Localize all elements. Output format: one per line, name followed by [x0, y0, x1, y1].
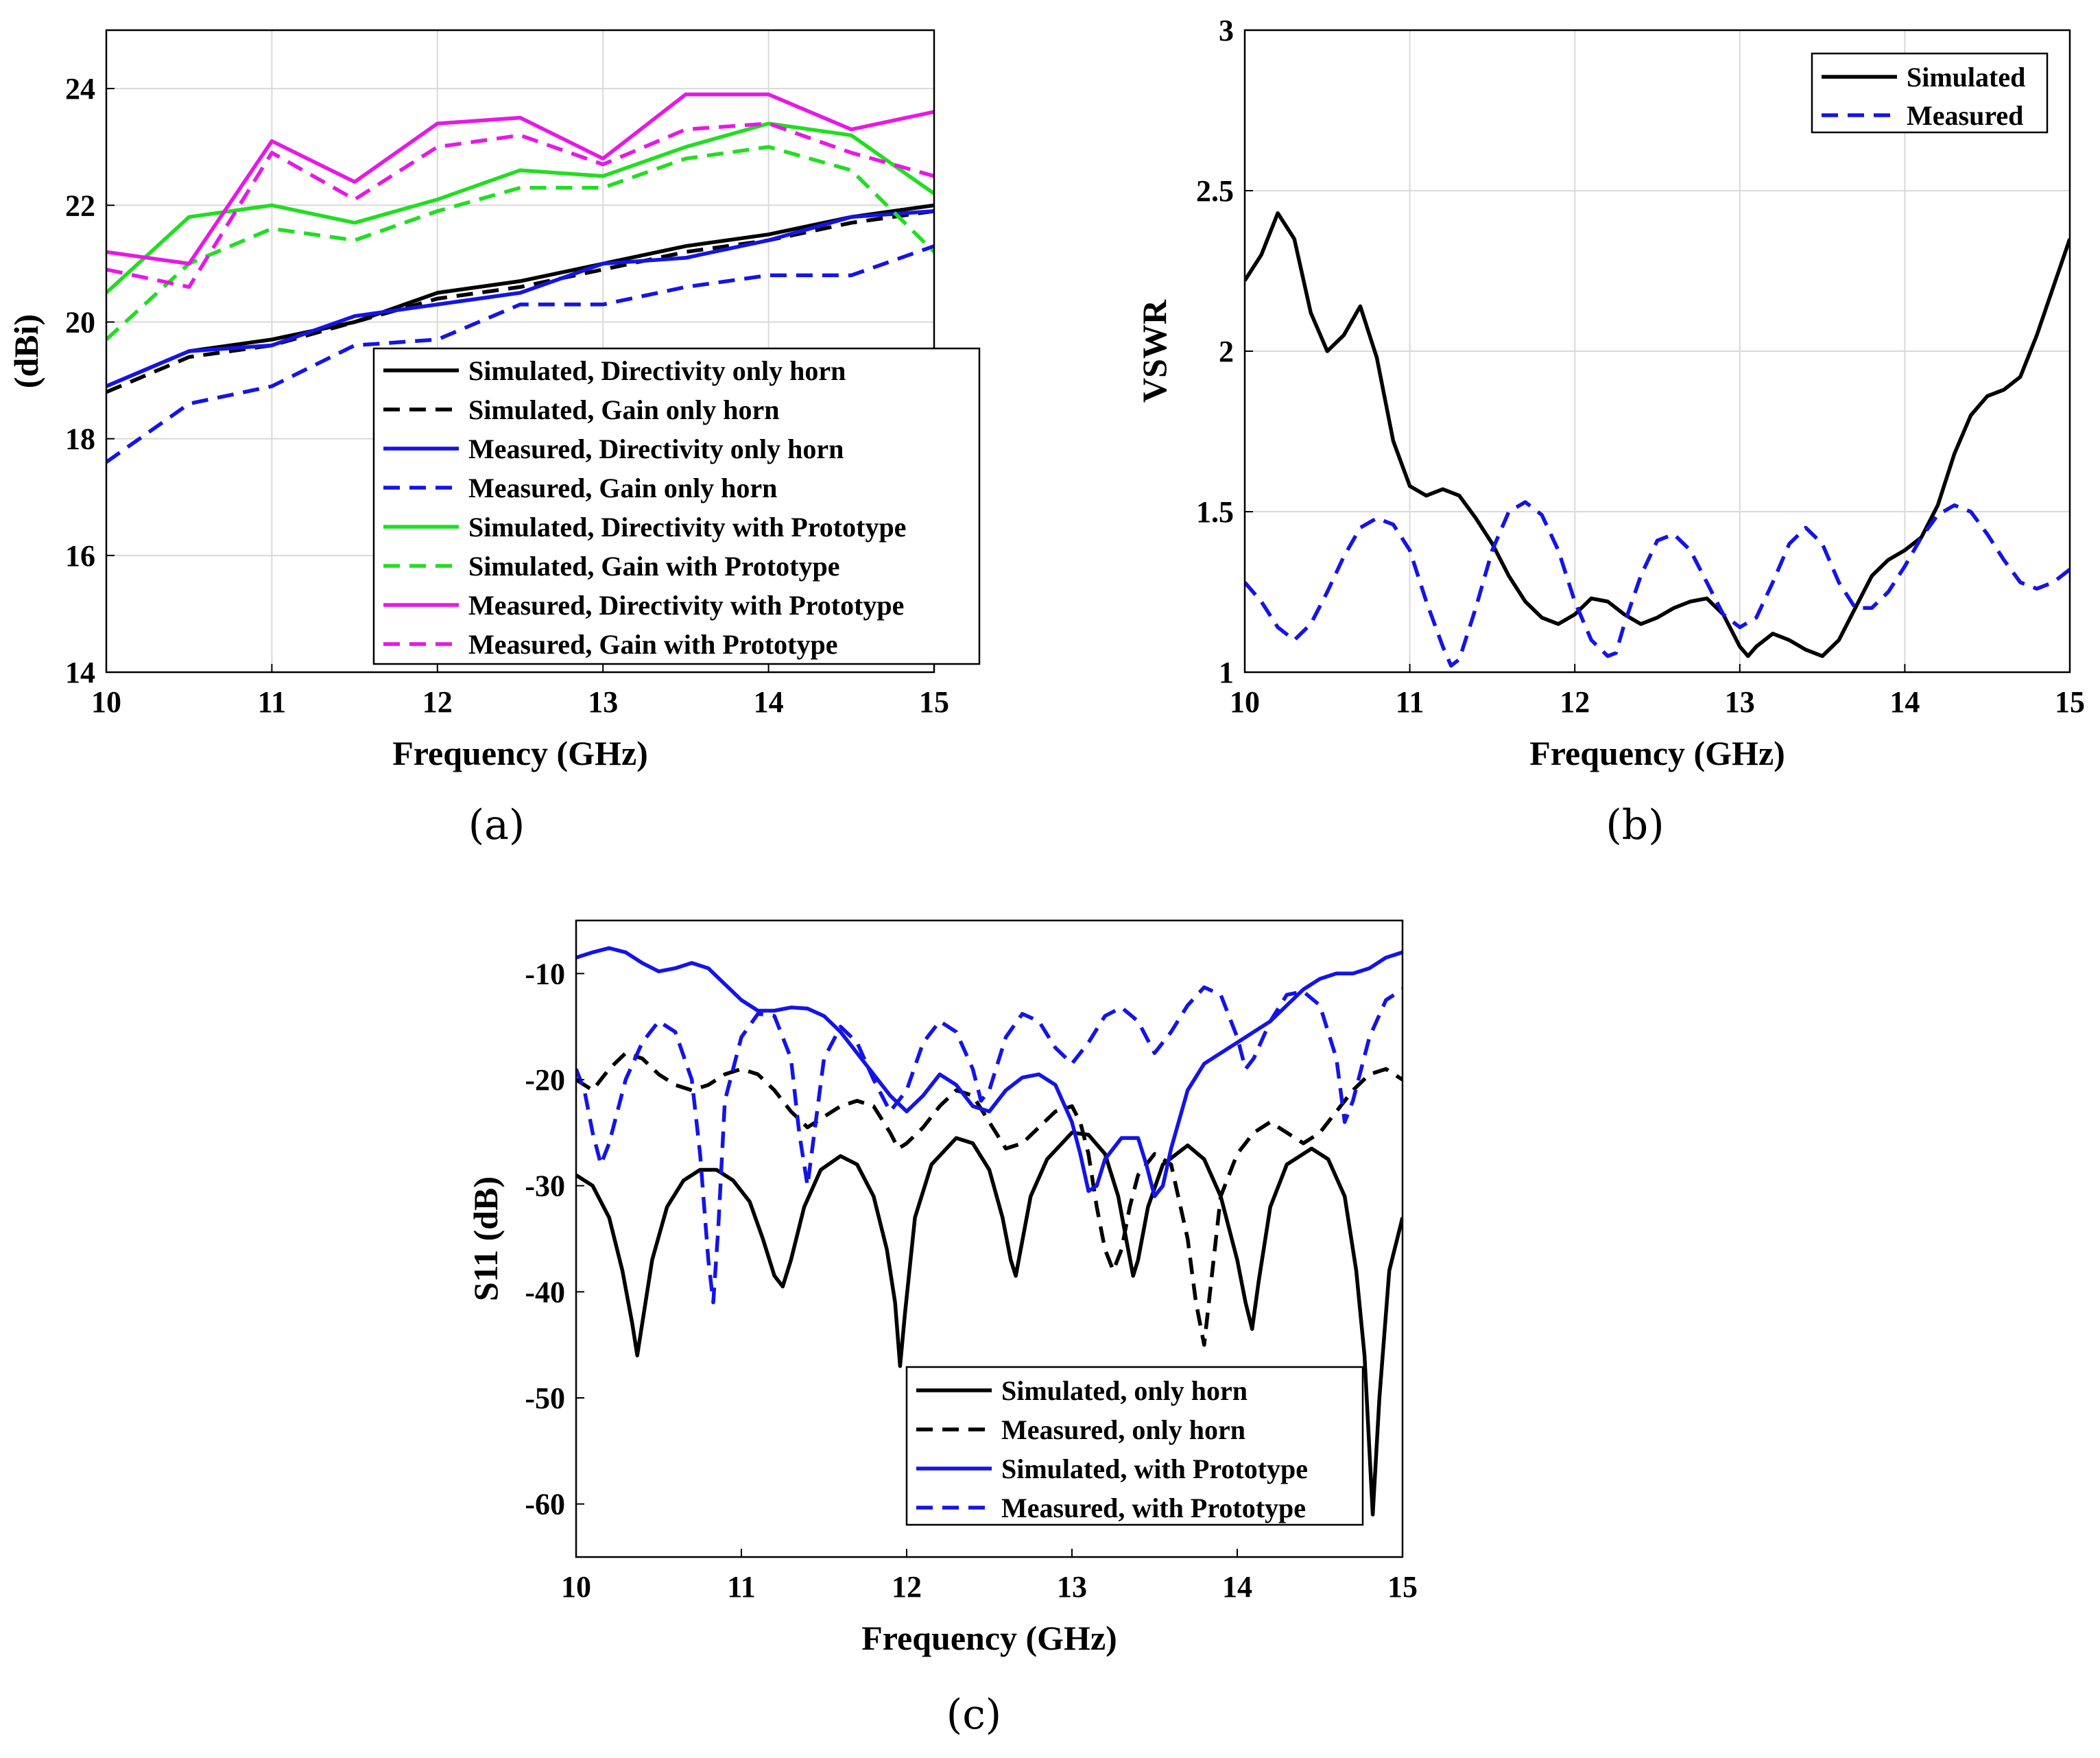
- y-tick-label: 2.5: [1196, 174, 1234, 208]
- x-tick-label: 15: [919, 685, 949, 719]
- legend-entry: Simulated, with Prototype: [1001, 1453, 1308, 1484]
- series-line-2: [576, 1051, 1403, 1347]
- series-line-7: [106, 92, 934, 266]
- y-tick-label: 18: [65, 423, 95, 456]
- x-tick-label: 15: [2055, 685, 2085, 719]
- series-line-1: [1245, 211, 2070, 658]
- series-line-5: [106, 121, 934, 294]
- series-line-4: [106, 244, 934, 464]
- x-tick-label: 14: [1222, 1570, 1252, 1604]
- x-axis-label: Frequency (GHz): [861, 1619, 1117, 1657]
- y-axis-label: VSWR: [1135, 299, 1173, 403]
- series-line-6: [106, 145, 934, 342]
- y-tick-label: 1: [1219, 656, 1234, 689]
- x-tick-label: 11: [258, 685, 287, 719]
- panel-b-vswr-chart: 10 11 12 13 14 15 1 1.5 2 2.5 3 Frequency (GHz) VSWR…: [1135, 14, 2085, 772]
- y-tick-label: 2: [1219, 335, 1234, 368]
- panel-c-s11-chart: 10 11 12 13 14 15 -60 -50 -40 -30 -20 -10 Frequency …: [466, 919, 1418, 1657]
- legend-entry: Measured, Directivity only horn: [468, 433, 844, 464]
- y-tick-label: 24: [65, 72, 95, 106]
- x-axis-label: Frequency (GHz): [1529, 734, 1785, 772]
- series-line-8: [106, 121, 934, 289]
- panel-b-label: (b): [1606, 801, 1664, 849]
- legend: Simulated, Directivity only horn Simulate…: [372, 347, 981, 665]
- x-tick-label: 12: [1560, 685, 1590, 719]
- series-line-3: [106, 209, 934, 388]
- y-tick-label: -60: [525, 1488, 565, 1521]
- x-tick-label: 11: [727, 1570, 756, 1604]
- x-tick-label: 14: [754, 685, 784, 719]
- legend-entry: Measured: [1907, 100, 2023, 131]
- legend-entry: Measured, with Prototype: [1001, 1493, 1306, 1523]
- y-tick-label: -10: [525, 957, 565, 990]
- x-tick-label: 11: [1396, 685, 1424, 719]
- legend-entry: Simulated, only horn: [1001, 1375, 1248, 1406]
- legend-entry: Simulated, Gain only horn: [468, 394, 779, 425]
- series-line-1: [106, 203, 934, 388]
- x-tick-label: 13: [1725, 685, 1755, 719]
- legend-entry: Simulated, Directivity with Prototype: [468, 512, 906, 543]
- x-tick-label: 10: [91, 685, 121, 719]
- y-tick-label: 22: [65, 189, 95, 222]
- legend-box: [905, 1366, 1364, 1526]
- y-axis-label: (dBi): [7, 314, 45, 388]
- x-tick-label: 12: [422, 685, 453, 719]
- y-tick-label: 1.5: [1196, 495, 1234, 529]
- legend-entry: Simulated, Gain with Prototype: [468, 551, 840, 582]
- series-line-4: [576, 985, 1403, 1305]
- y-tick-label: -50: [525, 1381, 565, 1415]
- legend-box: [372, 347, 981, 665]
- y-axis-label: S11 (dB): [466, 1176, 505, 1301]
- y-tick-label: 3: [1219, 14, 1234, 47]
- panel-a-label: (a): [468, 801, 525, 849]
- plot-frame: [575, 919, 1404, 1558]
- y-tick-label: -30: [525, 1169, 565, 1203]
- x-tick-label: 13: [588, 685, 618, 719]
- x-tick-label: 10: [561, 1570, 591, 1604]
- y-tick-label: 16: [65, 539, 95, 573]
- legend-entry: Measured, Directivity with Prototype: [468, 590, 904, 621]
- panel-c-label: (c): [946, 1691, 1001, 1739]
- y-tick-label: 14: [65, 656, 95, 689]
- series-line-1: [576, 1130, 1403, 1517]
- x-axis-label: Frequency (GHz): [392, 734, 648, 772]
- legend: Simulated, only horn Measured, only horn S…: [905, 1366, 1364, 1526]
- legend-entry: Simulated, Directivity only horn: [468, 355, 846, 386]
- panel-a-gain-chart: 10 11 12 13 14 15 14 16 18 20 22 24 Frequency (GHz) (…: [7, 29, 981, 772]
- x-tick-label: 12: [892, 1570, 922, 1604]
- y-tick-label: 20: [65, 305, 95, 339]
- legend-box: [1811, 52, 2049, 134]
- series-line-2: [1245, 500, 2070, 668]
- legend-entry: Measured, only horn: [1001, 1414, 1245, 1445]
- legend-entry: Measured, Gain with Prototype: [468, 629, 838, 660]
- series-line-3: [576, 946, 1403, 1198]
- x-tick-label: 14: [1889, 685, 1920, 719]
- y-tick-label: -40: [525, 1275, 565, 1309]
- legend-entry: Simulated: [1907, 62, 2025, 93]
- legend: Simulated Measured: [1811, 52, 2049, 134]
- x-tick-label: 13: [1057, 1570, 1087, 1604]
- x-tick-label: 15: [1387, 1570, 1418, 1604]
- y-tick-label: -20: [525, 1063, 565, 1097]
- x-tick-label: 10: [1230, 685, 1260, 719]
- legend-entry: Measured, Gain only horn: [468, 473, 777, 503]
